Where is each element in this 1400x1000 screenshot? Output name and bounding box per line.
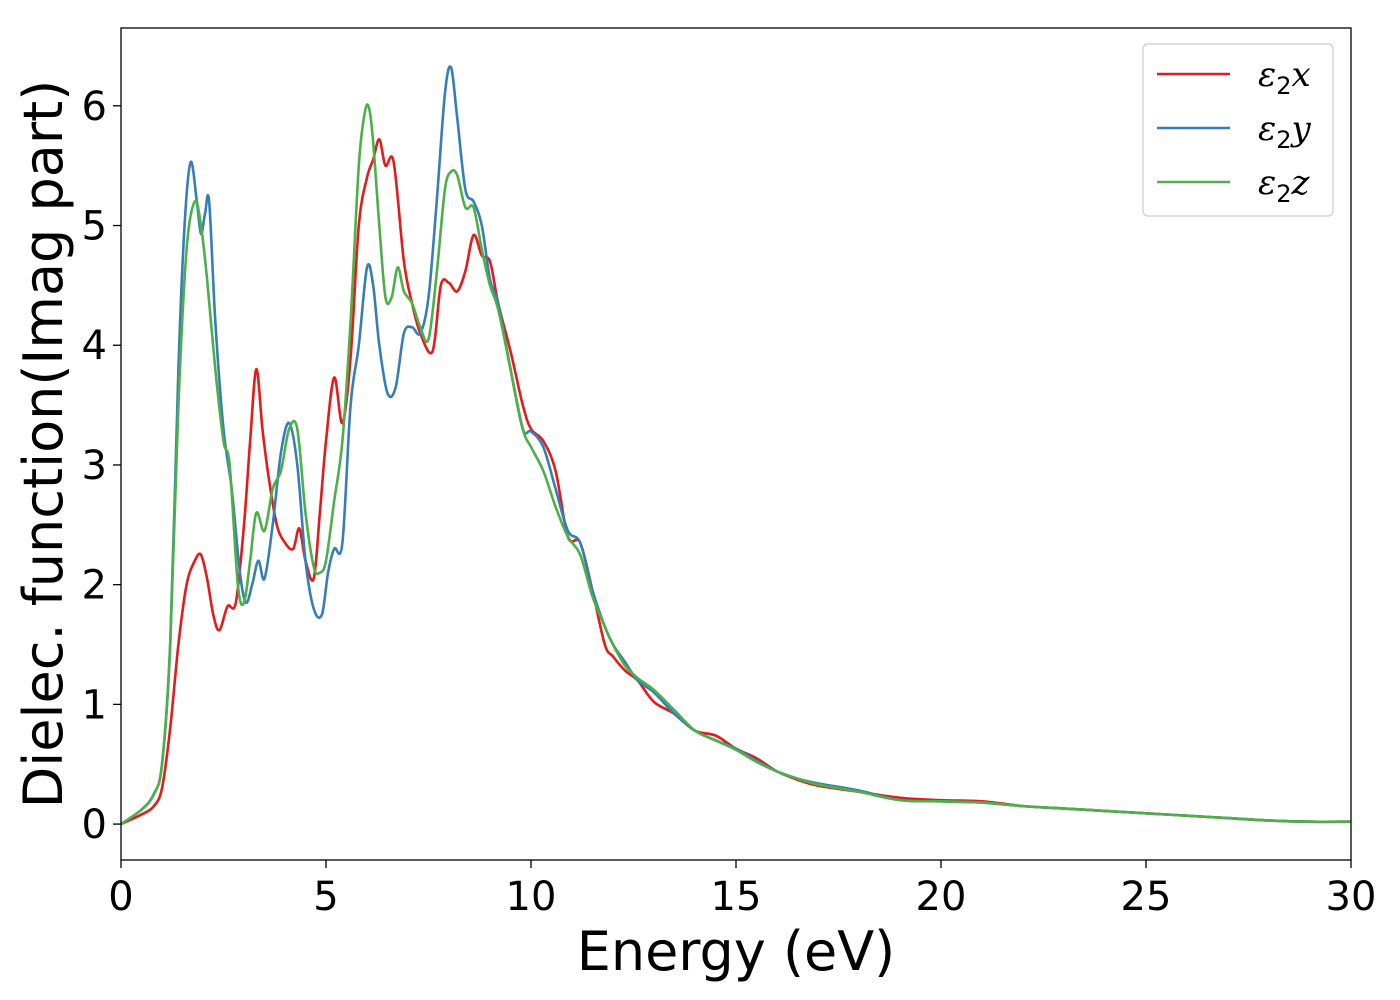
legend-variable: x	[1292, 55, 1311, 95]
x-tick-label: 10	[506, 874, 557, 920]
x-axis-label: Energy (eV)	[577, 920, 896, 983]
legend-label-y: ε2y	[1258, 109, 1312, 154]
x-tick-label: 25	[1121, 874, 1172, 920]
series-line-z	[120, 103, 1352, 826]
y-tick-label: 2	[82, 563, 107, 609]
legend-subscript: 2	[1276, 72, 1291, 100]
legend-symbol: ε	[1258, 55, 1276, 95]
series-line-x	[120, 138, 1352, 826]
y-tick-label: 0	[82, 802, 107, 848]
legend-box	[1142, 43, 1334, 217]
y-tick-label: 6	[82, 84, 107, 130]
legend-label-x: ε2x	[1258, 55, 1311, 100]
y-tick-label: 5	[82, 204, 107, 250]
legend-variable: y	[1290, 109, 1312, 149]
x-tick-label: 15	[711, 874, 762, 920]
series-layer	[120, 65, 1352, 826]
legend-subscript: 2	[1276, 126, 1291, 154]
x-tick-label: 30	[1326, 874, 1377, 920]
legend-subscript: 2	[1276, 180, 1291, 208]
legend-symbol: ε	[1258, 163, 1276, 203]
y-tick-label: 4	[82, 323, 107, 369]
x-tick-label: 0	[108, 874, 133, 920]
x-tick-label: 20	[916, 874, 967, 920]
y-axis-ticks: 0 1 2 3 4 5 6	[82, 84, 121, 848]
y-tick-label: 3	[82, 443, 107, 489]
legend-symbol: ε	[1258, 109, 1276, 149]
legend-label-z: ε2z	[1258, 163, 1311, 208]
x-axis-ticks: 0 5 10 15 20 25 30	[108, 860, 1376, 920]
y-axis-label: Dielec. function(Imag part)	[12, 80, 75, 809]
legend-variable: z	[1291, 163, 1311, 203]
y-tick-label: 1	[82, 682, 107, 728]
x-tick-label: 5	[313, 874, 338, 920]
